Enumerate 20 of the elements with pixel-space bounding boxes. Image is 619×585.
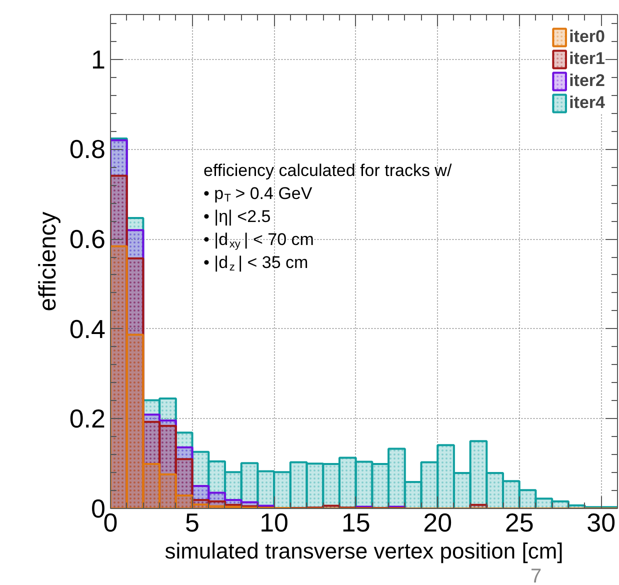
legend-label: iter0 [569,27,605,47]
y-tick-label: 1 [91,44,106,74]
x-tick-label: 25 [504,508,534,538]
y-tick-label: 0.8 [69,134,106,164]
text: 7 [530,566,542,585]
x-axis-title: simulated transverse vertex position [cm] [164,538,564,564]
x-tick-label: 20 [423,508,452,538]
annotation: efficiency calculated for tracks w/ [204,161,452,180]
x-tick-label: 15 [341,508,370,538]
legend-label: iter1 [569,49,605,69]
y-axis-title: efficiency [34,212,62,312]
x-tick-label: 10 [260,508,289,538]
annotation: • |η| <2.5 [204,207,271,226]
y-tick-label: 0.2 [69,404,106,434]
x-tick-label: 30 [586,508,616,538]
x-tick-label: 5 [185,508,200,538]
legend-label: iter4 [569,93,605,113]
y-tick-label: 0.6 [69,224,106,254]
y-tick-label: 0.4 [69,314,106,344]
legend-label: iter2 [569,71,605,91]
